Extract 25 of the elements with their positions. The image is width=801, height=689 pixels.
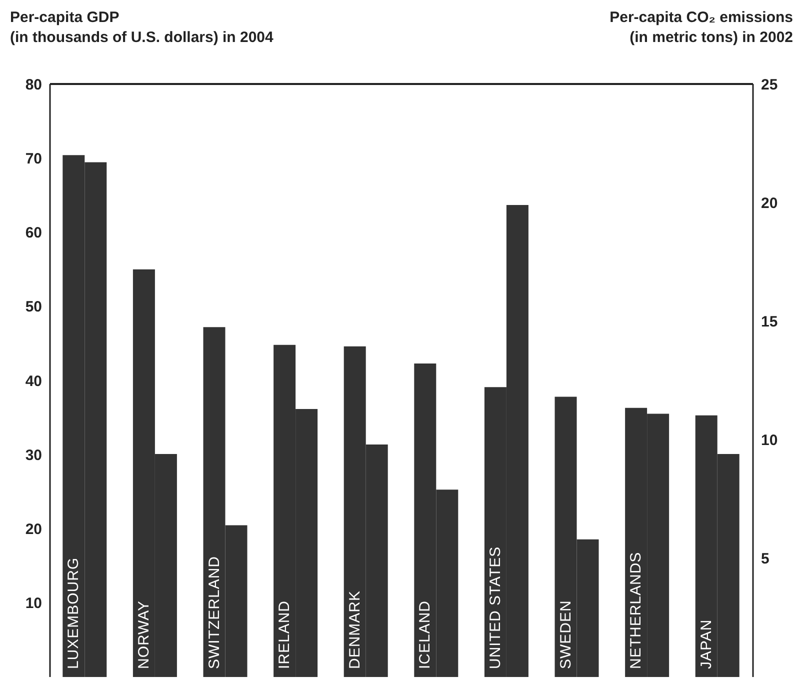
x-tick-label: LUXEMBOURG [65,557,82,669]
x-tick-label: IRELAND [276,600,294,669]
y2-tick-label: 20 [761,194,778,212]
x-tick-label: NORWAY [135,600,152,669]
y2-axis-title: Per-capita CO₂ emissions (in metric tons) in 2002 [610,8,793,48]
x-tick-label: DENMARK [346,590,364,669]
x-tick-label: SWITZERLAND [206,556,223,669]
y2-tick-label: 10 [761,432,778,450]
y-tick-label: 80 [25,76,42,94]
x-tick-label: UNITED STATES [486,546,504,669]
y-tick-label: 10 [25,595,42,612]
x-tick-label: NETHERLANDS [628,552,645,669]
y-tick-label: 50 [25,298,42,316]
y2-tick-label: 25 [761,76,778,94]
y-tick-label: 20 [25,521,42,538]
y-tick-label: 30 [25,446,42,464]
y-tick-label: 70 [25,150,42,168]
x-tick-label: SWEDEN [557,600,574,669]
x-tick-label: ICELAND [416,600,434,669]
x-tick-label: JAPAN [698,619,715,669]
y2-tick-label: 5 [761,550,770,568]
y-axis-title: Per-capita GDP (in thousands of U.S. dollars) in 2004 [10,8,274,48]
y2-tick-label: 15 [761,314,778,331]
y-tick-label: 60 [25,224,42,242]
y-tick-label: 40 [25,372,42,390]
